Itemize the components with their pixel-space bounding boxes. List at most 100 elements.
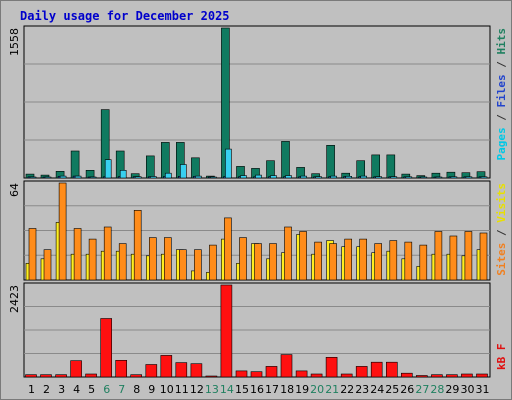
x-tick-label: 8: [133, 383, 140, 396]
bar-sites-day-6: [103, 226, 112, 281]
x-tick-label: 2: [43, 383, 50, 396]
bar-pages-day-23: [360, 175, 368, 179]
x-tick-label: 25: [385, 383, 399, 396]
bar-pages-day-4: [74, 175, 82, 179]
chart-title: Daily usage for December 2025: [20, 9, 230, 23]
bar-sites-day-9: [149, 237, 157, 281]
bar-kb-f-day-17: [265, 366, 278, 378]
bar-sites-day-12: [194, 249, 202, 281]
bar-pages-day-18: [285, 175, 292, 179]
bar-pages-day-1: [29, 176, 37, 179]
legend-part: kB F: [495, 344, 508, 371]
bar-sites-day-30: [464, 231, 473, 281]
panel-2-legend: Sites / Visits: [495, 183, 508, 276]
x-tick-label: 9: [148, 383, 155, 396]
bar-sites-day-13: [209, 244, 217, 281]
bar-kb-f-day-29: [446, 374, 458, 378]
bar-kb-f-day-30: [461, 373, 473, 378]
bar-sites-day-27: [419, 244, 428, 281]
bar-pages-day-13: [210, 176, 217, 179]
bar-sites-day-5: [88, 238, 97, 281]
x-tick-label: 12: [190, 383, 204, 396]
x-tick-label: 20: [310, 383, 324, 396]
panel-1-legend: Pages / Files / Hits: [495, 28, 508, 161]
bar-pages-day-3: [59, 175, 67, 179]
bar-kb-f-day-25: [385, 361, 398, 378]
bar-sites-day-8: [133, 210, 142, 281]
bar-pages-day-29: [450, 176, 458, 179]
bar-kb-f-day-9: [145, 364, 158, 378]
bar-pages-day-7: [119, 170, 127, 179]
x-tick-label: 28: [430, 383, 444, 396]
x-tick-label: 11: [175, 383, 189, 396]
bar-sites-day-19: [299, 231, 307, 281]
bar-pages-day-19: [300, 175, 307, 179]
x-tick-label: 5: [88, 383, 95, 396]
x-tick-label: 24: [370, 383, 384, 396]
bar-kb-f-day-27: [415, 375, 428, 378]
legend-part: Visits: [495, 183, 508, 223]
panel-3-max-label: 2423: [8, 285, 21, 313]
bar-kb-f-day-10: [160, 355, 173, 378]
bar-kb-f-day-5: [85, 373, 97, 378]
bar-pages-day-21: [330, 175, 337, 179]
x-tick-label: 27: [415, 383, 429, 396]
x-tick-label: 31: [476, 383, 490, 396]
legend-part: Sites: [495, 243, 508, 276]
x-tick-label: 16: [250, 383, 264, 396]
bar-sites-day-29: [449, 235, 458, 281]
bar-kb-f-day-14: [220, 284, 233, 378]
bar-sites-day-18: [284, 226, 292, 281]
bar-kb-f-day-24: [370, 361, 383, 378]
bar-sites-day-14: [224, 217, 232, 281]
bar-sites-day-3: [58, 182, 67, 281]
legend-part: /: [495, 55, 508, 75]
bar-sites-day-11: [179, 249, 187, 281]
bar-kb-f-day-21: [325, 356, 338, 378]
bar-hits-day-23: [356, 160, 366, 179]
bar-kb-f-day-31: [476, 373, 488, 378]
panel-3-legend: kB F: [495, 344, 508, 371]
bar-kb-f-day-7: [115, 359, 127, 378]
x-tick-label: 1: [28, 383, 35, 396]
x-tick-label: 6: [103, 383, 110, 396]
bar-kb-f-day-22: [340, 373, 353, 378]
bar-pages-day-5: [89, 176, 97, 179]
bar-kb-f-day-11: [175, 362, 188, 378]
bar-pages-day-15: [240, 175, 247, 179]
bar-pages-day-9: [150, 176, 157, 179]
bar-sites-day-31: [479, 232, 488, 281]
bar-kb-f-day-20: [310, 373, 323, 378]
bar-kb-f-day-26: [400, 372, 413, 378]
legend-part: Hits: [495, 28, 508, 55]
x-tick-label: 19: [295, 383, 309, 396]
x-tick-label: 17: [265, 383, 279, 396]
bar-sites-day-15: [239, 237, 247, 281]
bar-kb-f-day-6: [100, 318, 112, 378]
x-tick-label: 13: [205, 383, 219, 396]
bar-sites-day-25: [389, 240, 398, 281]
bar-hits-day-21: [326, 145, 335, 179]
bar-kb-f-day-3: [55, 374, 67, 378]
bar-pages-day-17: [270, 175, 277, 179]
bar-sites-day-7: [118, 243, 127, 281]
bar-pages-day-14: [225, 148, 232, 179]
bar-pages-day-11: [180, 164, 187, 179]
x-tick-label: 15: [235, 383, 249, 396]
x-tick-label: 7: [118, 383, 125, 396]
bar-pages-day-20: [315, 176, 322, 179]
bar-pages-day-12: [195, 175, 202, 179]
bar-kb-f-day-13: [205, 375, 218, 378]
bar-kb-f-day-1: [25, 374, 37, 378]
bar-sites-day-24: [374, 243, 383, 281]
bar-kb-f-day-28: [431, 374, 443, 378]
bar-hits-day-10: [161, 142, 170, 179]
bar-kb-f-day-23: [355, 366, 368, 378]
bar-pages-day-30: [465, 176, 473, 179]
bar-sites-day-17: [269, 243, 277, 281]
x-tick-label: 14: [220, 383, 234, 396]
x-tick-label: 30: [461, 383, 475, 396]
bar-sites-day-10: [164, 237, 172, 281]
bar-sites-day-21: [329, 243, 337, 281]
legend-part: /: [495, 108, 508, 128]
